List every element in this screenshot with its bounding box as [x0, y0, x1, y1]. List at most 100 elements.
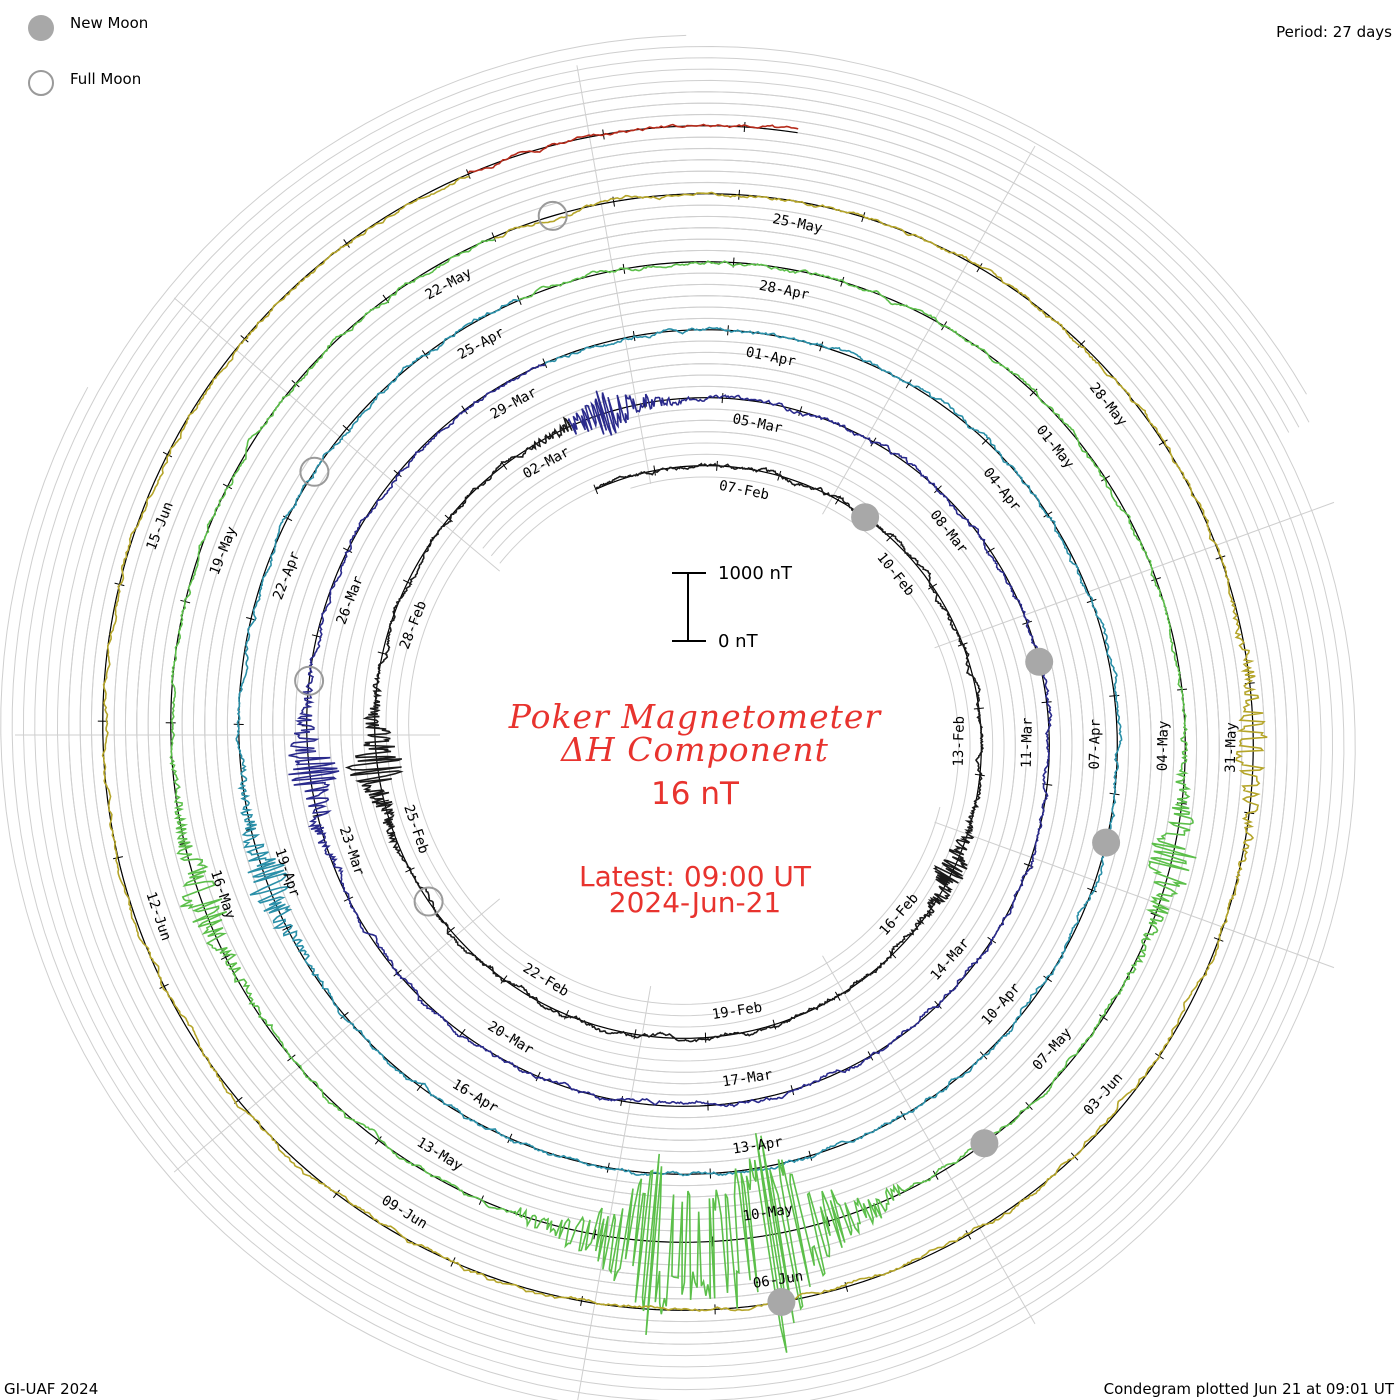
day-tick	[491, 232, 497, 242]
day-tick	[580, 1296, 583, 1306]
full-moon-icon	[28, 70, 54, 96]
chart-title: Poker Magnetometer	[508, 697, 882, 736]
day-tick	[1151, 577, 1161, 582]
day-tick	[973, 707, 984, 710]
new-moon-marker	[851, 503, 880, 532]
day-tick	[333, 1189, 340, 1199]
latest-time: Latest: 09:00 UT	[578, 860, 812, 893]
day-tick	[340, 1011, 349, 1019]
day-tick	[1041, 701, 1052, 704]
grid-ring	[0, 91, 1356, 1400]
day-tick	[112, 856, 124, 860]
full-moon-legend-label: Full Moon	[70, 70, 142, 88]
full-moon-marker	[413, 886, 444, 917]
current-value: 16 nT	[651, 776, 739, 812]
new-moon-marker	[1092, 828, 1121, 857]
date-label: 07-Apr	[1087, 719, 1104, 770]
day-tick	[162, 451, 173, 458]
day-tick	[1158, 439, 1168, 446]
day-tick	[1215, 555, 1226, 560]
trace-2024-04-26	[169, 238, 1197, 1353]
day-tick	[282, 515, 293, 522]
date-label: 02-Mar	[520, 444, 572, 482]
grid-spoke	[173, 898, 501, 1173]
day-tick	[374, 1136, 382, 1145]
day-tick	[1077, 340, 1086, 349]
grid-spoke	[934, 501, 1335, 649]
date-label: 07-Feb	[718, 478, 771, 504]
day-tick	[393, 469, 402, 478]
day-tick	[1101, 475, 1111, 482]
day-tick	[934, 1000, 942, 1009]
moon-markers	[294, 200, 1121, 1316]
scale-bar	[672, 572, 706, 642]
day-tick	[965, 1230, 972, 1240]
new-moon-icon	[28, 15, 54, 41]
date-label: 11-Mar	[1019, 717, 1036, 768]
day-tick	[159, 983, 169, 989]
date-label: 06-Jun	[752, 1268, 804, 1291]
day-tick	[500, 975, 508, 984]
day-tick	[743, 121, 746, 133]
grid-spoke	[822, 955, 1036, 1325]
day-tick	[790, 1085, 795, 1096]
day-tick	[928, 583, 938, 590]
baseline-spiral	[102, 125, 1254, 1311]
day-tick	[1099, 1014, 1108, 1021]
day-tick	[1043, 511, 1053, 518]
full-moon-marker	[299, 456, 330, 487]
latest-date: 2024-Jun-21	[608, 886, 782, 919]
chart-subtitle: ΔH Component	[561, 730, 829, 769]
day-tick	[393, 969, 402, 977]
trace-2024-03-30	[235, 298, 1123, 1177]
date-label: 05-Mar	[731, 411, 784, 437]
date-label: 10-May	[742, 1201, 794, 1224]
date-label: 19-Feb	[711, 1000, 763, 1023]
day-tick	[535, 1071, 541, 1082]
day-tick	[900, 1110, 906, 1121]
day-tick	[1087, 887, 1097, 893]
day-tick	[808, 1150, 813, 1161]
day-tick	[444, 514, 453, 523]
grid-spoke	[934, 821, 1335, 969]
day-tick	[826, 1216, 831, 1227]
date-label: 17-Mar	[721, 1067, 773, 1090]
full-moon-marker	[294, 665, 325, 696]
day-tick	[593, 1229, 597, 1240]
trace-2024-05-23	[101, 175, 1268, 1312]
day-tick	[976, 263, 983, 273]
new-moon-marker	[1025, 647, 1054, 676]
day-tick	[461, 405, 468, 415]
day-tick	[721, 393, 724, 404]
day-tick	[861, 212, 866, 223]
trace-2024-06-19	[467, 123, 799, 174]
grid-spoke	[173, 297, 501, 572]
plotted-timestamp: Condegram plotted Jun 21 at 09:01 UT	[1103, 1380, 1394, 1398]
day-tick	[421, 350, 429, 359]
day-tick	[844, 1281, 849, 1292]
day-tick	[1213, 937, 1224, 942]
day-tick	[466, 169, 471, 179]
day-tick	[905, 379, 912, 389]
date-label: 04-May	[1155, 720, 1172, 771]
day-tick	[653, 465, 656, 476]
trace-2024-03-03	[288, 363, 1053, 1108]
new-moon-marker	[767, 1288, 796, 1316]
data-traces	[101, 123, 1268, 1353]
day-tick	[819, 341, 824, 352]
day-tick	[343, 239, 350, 248]
day-tick	[222, 483, 233, 490]
day-tick	[342, 547, 353, 554]
grid-spoke	[822, 145, 1036, 515]
day-tick	[220, 954, 231, 960]
day-tick	[738, 189, 740, 200]
date-label: 13-Apr	[731, 1134, 783, 1157]
day-tick	[1029, 388, 1038, 397]
full-moon-marker	[537, 200, 568, 231]
day-tick	[934, 485, 942, 494]
new-moon-legend-label: New Moon	[70, 14, 149, 32]
day-tick	[633, 1029, 637, 1040]
period-label: Period: 27 days	[1276, 23, 1392, 41]
day-tick	[1109, 694, 1120, 697]
